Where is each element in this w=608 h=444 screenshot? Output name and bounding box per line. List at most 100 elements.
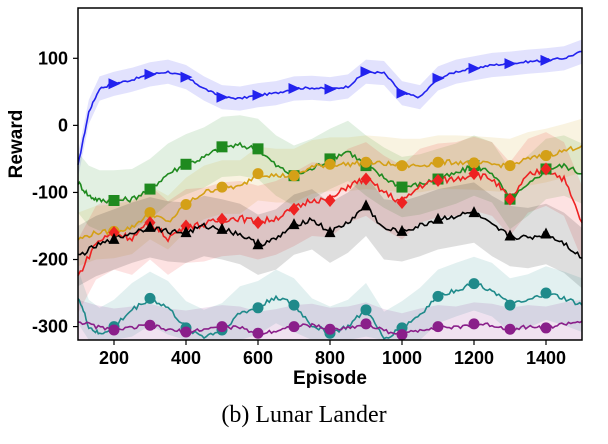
series-4-point-1300 xyxy=(504,192,516,206)
series-1-point-400 xyxy=(180,71,193,83)
series-7-point-200 xyxy=(108,324,120,336)
series-7-point-700 xyxy=(288,321,300,333)
series-1-point-300 xyxy=(144,68,157,80)
series-3-point-1100 xyxy=(432,156,444,168)
series-2-point-400 xyxy=(180,158,192,170)
series-1-point-1100 xyxy=(432,72,445,84)
series-1-point-700 xyxy=(288,82,301,94)
series-7-point-1000 xyxy=(396,329,408,341)
series-1-point-600 xyxy=(252,89,265,101)
series-5-point-300 xyxy=(144,220,156,232)
series-6-point-700 xyxy=(288,299,300,311)
series-4-point-700 xyxy=(288,202,300,216)
series-3-point-1000 xyxy=(396,160,408,172)
x-tick-label-1000: 1000 xyxy=(382,348,422,368)
series-6-point-1300 xyxy=(504,299,516,311)
figure-caption: (b) Lunar Lander xyxy=(221,402,387,428)
series-7-point-500 xyxy=(216,321,228,333)
y-tick-label--300: -300 xyxy=(32,317,68,337)
series-6-point-1400 xyxy=(540,287,552,299)
series-3-point-400 xyxy=(180,199,192,211)
series-4-point-1200 xyxy=(468,167,480,181)
series-7-point-1100 xyxy=(432,321,444,333)
series-5-point-600 xyxy=(252,238,264,250)
series-5-point-1400 xyxy=(540,227,552,239)
series-6-band xyxy=(78,256,582,340)
series-1-point-1000 xyxy=(396,87,409,99)
series-4-point-800 xyxy=(324,193,336,207)
series-5-point-1100 xyxy=(432,212,444,224)
series-7-point-400 xyxy=(180,326,192,338)
series-3-point-1300 xyxy=(504,160,516,172)
series-2-band xyxy=(78,115,582,231)
series-4-point-200 xyxy=(108,226,120,240)
series-3-point-500 xyxy=(216,181,228,193)
y-tick-label--100: -100 xyxy=(32,182,68,202)
series-3-point-1200 xyxy=(468,157,480,169)
series-3-band xyxy=(78,118,582,267)
series-4-point-1000 xyxy=(396,196,408,210)
lunar-lander-chart: 200 400 600 800 1000 1200 14001000-100-200-300… xyxy=(6,7,583,389)
series-5-point-1000 xyxy=(396,224,408,236)
series-1-point-900 xyxy=(360,66,373,78)
series-5-point-1200 xyxy=(468,206,480,218)
x-tick-label-1200: 1200 xyxy=(454,348,494,368)
series-5-point-1300 xyxy=(504,229,516,241)
series-3-point-600 xyxy=(252,168,264,180)
series-4-point-400 xyxy=(180,219,192,233)
series-5-point-400 xyxy=(180,226,192,238)
series-6-point-1200 xyxy=(468,278,480,290)
series-7-point-300 xyxy=(144,319,156,331)
series-3-point-700 xyxy=(288,170,300,182)
series-1-point-500 xyxy=(216,91,229,103)
series-2-point-500 xyxy=(216,141,228,153)
series-7-point-800 xyxy=(324,323,336,335)
series-2-point-200 xyxy=(108,194,120,206)
series-4-point-500 xyxy=(216,212,228,226)
series-4-point-600 xyxy=(252,216,264,230)
series-7-point-1300 xyxy=(504,323,516,335)
y-tick-label--200: -200 xyxy=(32,250,68,270)
series-1-band xyxy=(78,39,582,178)
y-tick-label-0: 0 xyxy=(58,115,68,135)
series-7-point-1200 xyxy=(468,318,480,330)
series-6-point-1100 xyxy=(432,290,444,302)
series-1-point-1200 xyxy=(468,62,481,74)
series-4-point-900 xyxy=(360,172,372,186)
series-5-point-500 xyxy=(216,222,228,234)
series-3-point-900 xyxy=(360,156,372,168)
series-5-point-700 xyxy=(288,218,300,230)
x-tick-label-800: 800 xyxy=(315,348,345,368)
y-axis-label: Reward xyxy=(6,110,27,179)
x-tick-label-600: 600 xyxy=(243,348,273,368)
series-6-point-600 xyxy=(252,302,264,314)
series-markers xyxy=(108,54,553,341)
series-4-band xyxy=(78,132,582,314)
series-5-point-800 xyxy=(324,226,336,238)
series-3-point-1400 xyxy=(540,150,552,162)
series-5-point-200 xyxy=(108,232,120,244)
series-4-point-1100 xyxy=(432,173,444,187)
x-axis-label: Episode xyxy=(293,368,367,389)
series-5-point-900 xyxy=(360,199,372,211)
series-7-point-1400 xyxy=(540,322,552,334)
series-3-point-800 xyxy=(324,158,336,170)
x-tick-label-400: 400 xyxy=(171,348,201,368)
series-7-point-600 xyxy=(252,327,264,339)
series-1-point-1300 xyxy=(504,58,517,70)
y-tick-label-100: 100 xyxy=(38,48,68,68)
series-6-point-300 xyxy=(144,292,156,304)
series-2-point-1000 xyxy=(396,181,408,193)
series-1-point-800 xyxy=(324,83,337,95)
x-tick-label-1400: 1400 xyxy=(526,348,566,368)
series-4-point-1400 xyxy=(540,162,552,176)
series-1-point-200 xyxy=(108,78,121,90)
series-2-point-600 xyxy=(252,143,264,155)
series-7-point-900 xyxy=(360,318,372,330)
series-1-point-1400 xyxy=(540,54,553,66)
x-tick-label-200: 200 xyxy=(99,348,129,368)
series-2-point-300 xyxy=(144,183,156,195)
series-6-point-900 xyxy=(360,304,372,316)
series-3-point-300 xyxy=(144,207,156,219)
